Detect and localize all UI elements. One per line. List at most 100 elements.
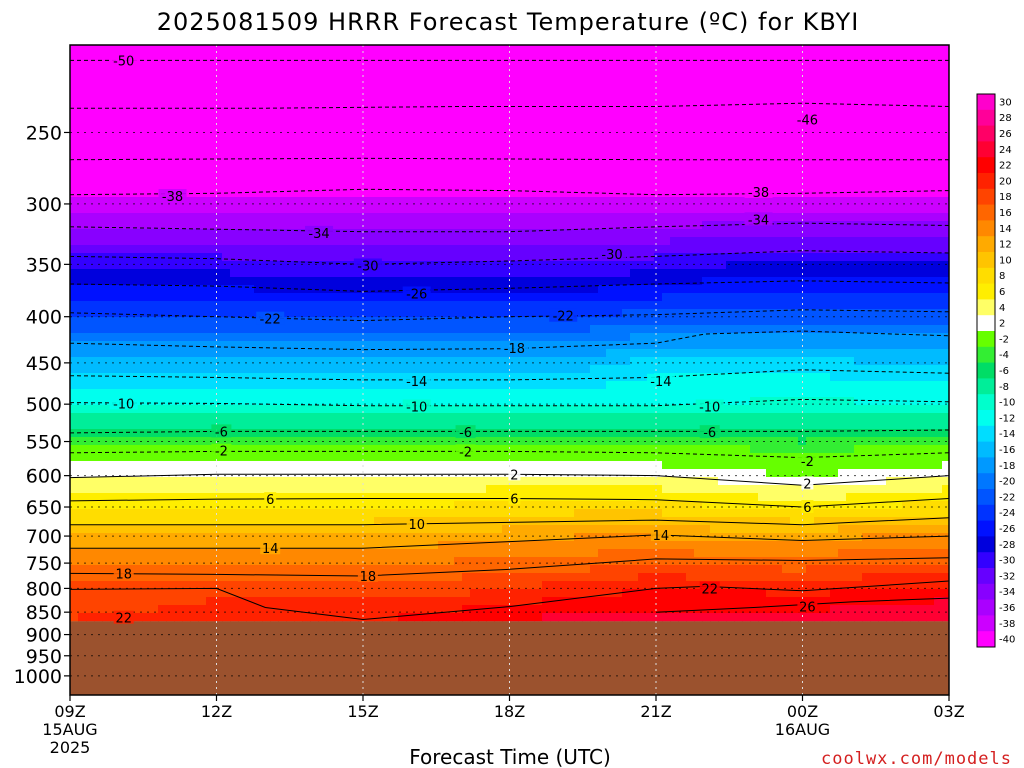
temperature-cell — [430, 309, 439, 318]
temperature-cell — [814, 333, 823, 342]
temperature-cell — [638, 69, 647, 78]
temperature-cell — [494, 237, 503, 246]
temperature-cell — [830, 85, 839, 94]
temperature-cell — [382, 365, 391, 374]
temperature-cell — [710, 133, 719, 142]
temperature-cell — [870, 349, 879, 358]
temperature-cell — [238, 117, 247, 126]
temperature-cell — [294, 69, 303, 78]
temperature-cell — [822, 285, 831, 294]
temperature-cell — [534, 93, 543, 102]
temperature-cell — [174, 389, 183, 398]
temperature-cell — [726, 365, 735, 374]
temperature-cell — [702, 317, 711, 326]
temperature-cell — [614, 205, 623, 214]
temperature-cell — [686, 229, 695, 238]
temperature-cell — [198, 277, 207, 286]
temperature-cell — [462, 221, 471, 230]
temperature-cell — [886, 285, 895, 294]
temperature-cell — [694, 45, 703, 54]
temperature-cell — [246, 389, 255, 398]
temperature-cell — [502, 173, 511, 182]
temperature-cell — [838, 397, 847, 406]
temperature-cell — [830, 397, 839, 406]
temperature-cell — [302, 285, 311, 294]
temperature-cell — [534, 293, 543, 302]
temperature-cell — [814, 389, 823, 398]
temperature-cell — [630, 389, 639, 398]
temperature-cell — [334, 269, 343, 278]
temperature-cell — [622, 157, 631, 166]
temperature-cell — [278, 349, 287, 358]
temperature-cell — [198, 221, 207, 230]
temperature-cell — [534, 125, 543, 134]
temperature-cell — [430, 221, 439, 230]
temperature-cell — [102, 301, 111, 310]
temperature-cell — [910, 349, 919, 358]
temperature-cell — [110, 125, 119, 134]
temperature-cell — [206, 133, 215, 142]
temperature-cell — [214, 405, 223, 414]
temperature-cell — [550, 149, 559, 158]
temperature-cell — [942, 253, 949, 262]
temperature-cell — [102, 397, 111, 406]
temperature-cell — [718, 349, 727, 358]
temperature-cell — [942, 389, 949, 398]
temperature-cell — [694, 317, 703, 326]
temperature-cell — [470, 77, 479, 86]
temperature-cell — [910, 93, 919, 102]
temperature-cell — [894, 245, 903, 254]
temperature-cell — [670, 189, 679, 198]
temperature-cell — [902, 133, 911, 142]
temperature-cell — [870, 245, 879, 254]
temperature-cell — [558, 213, 567, 222]
temperature-cell — [846, 149, 855, 158]
temperature-cell — [774, 85, 783, 94]
temperature-cell — [542, 133, 551, 142]
temperature-cell — [310, 149, 319, 158]
temperature-cell — [558, 173, 567, 182]
temperature-cell — [862, 349, 871, 358]
temperature-cell — [230, 149, 239, 158]
temperature-cell — [198, 157, 207, 166]
temperature-cell — [790, 317, 799, 326]
temperature-cell — [566, 53, 575, 62]
temperature-cell — [750, 261, 759, 270]
temperature-cell — [278, 365, 287, 374]
temperature-cell — [206, 253, 215, 262]
temperature-cell — [406, 237, 415, 246]
temperature-cell — [518, 229, 527, 238]
temperature-cell — [494, 397, 503, 406]
temperature-cell — [110, 293, 119, 302]
temperature-cell — [190, 133, 199, 142]
temperature-cell — [342, 77, 351, 86]
temperature-cell — [398, 61, 407, 70]
temperature-cell — [878, 109, 887, 118]
temperature-cell — [758, 229, 767, 238]
temperature-cell — [670, 261, 679, 270]
temperature-cell — [438, 205, 447, 214]
temperature-cell — [742, 229, 751, 238]
temperature-cell — [510, 173, 519, 182]
temperature-cell — [358, 357, 367, 366]
temperature-cell — [646, 189, 655, 198]
temperature-cell — [158, 269, 167, 278]
temperature-cell — [510, 117, 519, 126]
temperature-cell — [294, 261, 303, 270]
temperature-cell — [190, 389, 199, 398]
temperature-cell — [142, 61, 151, 70]
temperature-cell — [606, 93, 615, 102]
temperature-cell — [382, 237, 391, 246]
temperature-cell — [934, 141, 943, 150]
temperature-cell — [774, 245, 783, 254]
temperature-cell — [590, 221, 599, 230]
temperature-cell — [606, 45, 615, 54]
temperature-cell — [830, 261, 839, 270]
temperature-cell — [286, 325, 295, 334]
temperature-cell — [422, 277, 431, 286]
temperature-cell — [206, 341, 215, 350]
temperature-cell — [390, 301, 399, 310]
temperature-cell — [822, 61, 831, 70]
temperature-cell — [870, 277, 879, 286]
temperature-cell — [102, 373, 111, 382]
